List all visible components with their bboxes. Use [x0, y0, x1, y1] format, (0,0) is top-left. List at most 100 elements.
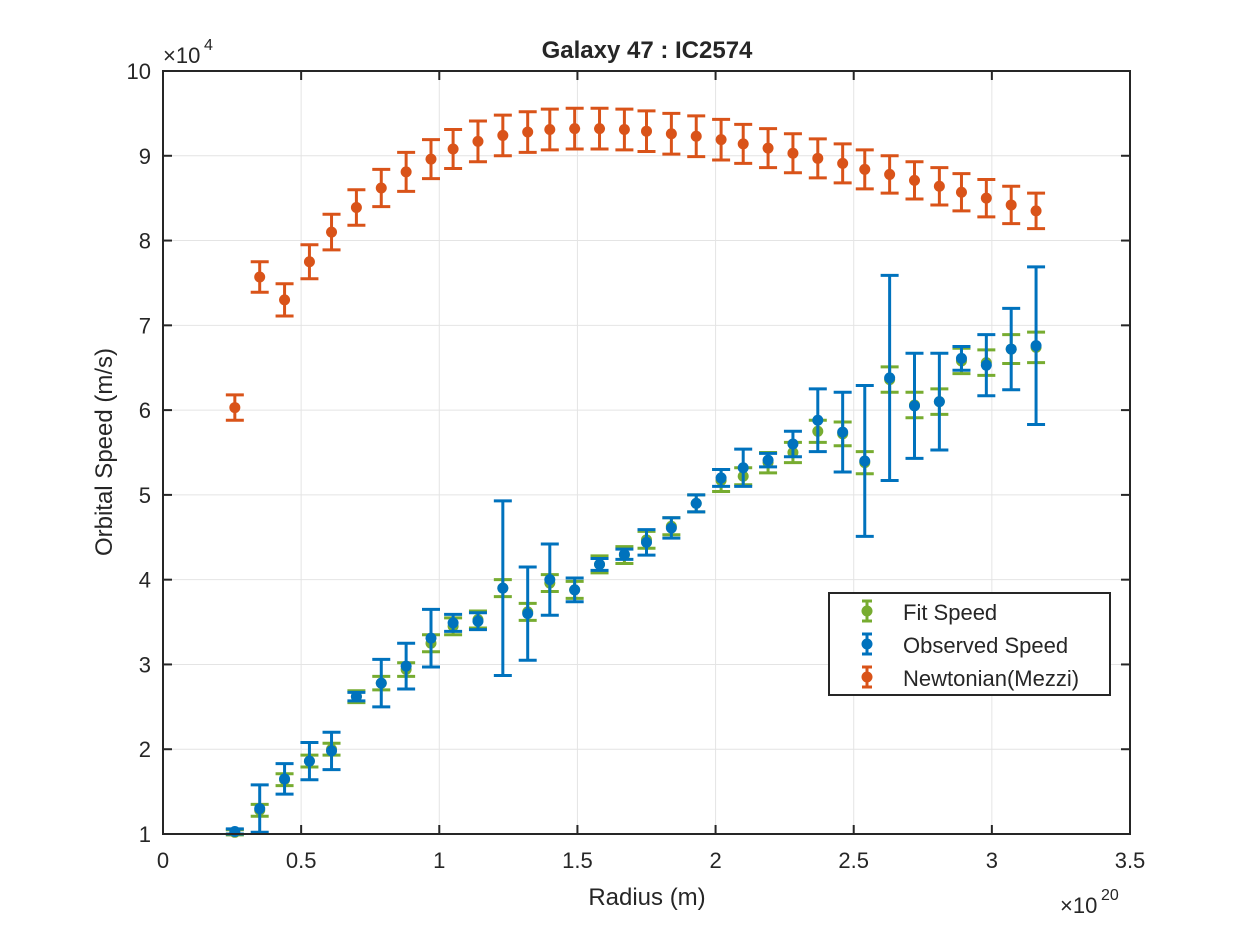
y-tick-label: 2 [139, 737, 151, 762]
data-point [715, 134, 727, 146]
data-point [254, 271, 266, 283]
data-point [326, 226, 338, 238]
series-newtonian [225, 106, 1046, 422]
data-point [737, 138, 749, 150]
data-point [884, 168, 896, 180]
legend-marker-observed-speed [861, 632, 873, 656]
y-axis-label: Orbital Speed (m/s) [91, 348, 118, 556]
data-point [229, 402, 241, 414]
plot-area [163, 71, 1130, 834]
x-tick-label: 0 [157, 848, 169, 873]
x-tick-label: 3 [986, 848, 998, 873]
y-exponent: 4 [204, 37, 213, 54]
data-point [908, 174, 920, 186]
data-point [665, 128, 677, 140]
y-tick-label: 7 [139, 313, 151, 338]
legend: Fit Speed Observed Speed Newtonian(Mezzi… [828, 592, 1111, 696]
data-point [375, 182, 387, 194]
data-point [472, 615, 484, 627]
x-multiplier: ×10 [1060, 893, 1097, 918]
data-point [279, 773, 291, 785]
data-point [641, 125, 652, 137]
data-point [569, 123, 581, 135]
data-point [522, 126, 534, 138]
data-point [350, 691, 362, 703]
data-point [737, 462, 749, 474]
data-point [618, 548, 630, 560]
x-tick-label: 3.5 [1115, 848, 1146, 873]
data-point [447, 617, 459, 629]
data-point [955, 352, 967, 364]
x-tick-label: 1.5 [562, 848, 593, 873]
data-point [254, 803, 266, 815]
data-point [522, 608, 534, 620]
x-tick-label: 2.5 [838, 848, 869, 873]
data-point [618, 123, 630, 135]
data-point [303, 755, 315, 767]
y-tick-label: 1 [139, 822, 151, 847]
data-point [665, 522, 677, 534]
data-point [326, 745, 338, 757]
data-point [1005, 343, 1017, 355]
x-tick-label: 2 [709, 848, 721, 873]
y-exponent-label: ×10 4 [163, 37, 213, 68]
data-point [859, 455, 871, 467]
legend-markers [861, 599, 873, 689]
data-point [787, 147, 799, 159]
data-point [400, 166, 412, 178]
data-point [1005, 199, 1017, 211]
data-point [350, 201, 362, 213]
data-point [497, 582, 509, 594]
data-point [762, 454, 774, 466]
data-point [955, 186, 967, 198]
data-point [641, 536, 652, 548]
data-point [544, 574, 556, 586]
x-exponent-label: ×10 20 [1060, 887, 1119, 918]
plot-frame [162, 70, 1131, 835]
data-point [837, 426, 849, 438]
data-point [837, 157, 849, 169]
legend-entry-observed-speed: Observed Speed [903, 633, 1068, 658]
y-tick-label: 8 [139, 229, 151, 254]
data-point [594, 123, 606, 135]
data-point [884, 372, 896, 384]
data-point [980, 192, 992, 204]
y-tick-label: 9 [139, 144, 151, 169]
x-tick-label: 1 [433, 848, 445, 873]
data-marks [225, 106, 1046, 838]
data-point [762, 142, 774, 154]
legend-entry-fit-speed: Fit Speed [903, 600, 997, 625]
data-point [980, 359, 992, 371]
y-tick-label: 6 [139, 398, 151, 423]
legend-marker-fit-speed [861, 599, 873, 623]
data-point [447, 143, 459, 155]
data-point [812, 414, 824, 426]
data-point [400, 660, 412, 672]
data-point [229, 825, 241, 837]
data-point [594, 558, 606, 570]
data-point [859, 163, 871, 175]
legend-point [861, 605, 873, 617]
data-point [569, 584, 581, 596]
data-point [690, 130, 702, 142]
data-point [425, 153, 437, 165]
data-point [472, 135, 484, 147]
y-tick-label: 10 [127, 59, 151, 84]
data-point [715, 472, 727, 484]
data-point [933, 180, 945, 192]
x-axis-label: Radius (m) [588, 884, 705, 911]
data-point [933, 396, 945, 408]
y-tick-label: 5 [139, 483, 151, 508]
data-point [690, 497, 702, 509]
chart-title: Galaxy 47 : IC2574 [542, 37, 753, 64]
legend-point [861, 638, 873, 650]
data-point [908, 400, 920, 412]
data-point [787, 438, 799, 450]
legend-box [828, 592, 1111, 696]
y-tick-label: 3 [139, 652, 151, 677]
x-tick-label: 0.5 [286, 848, 317, 873]
legend-point [861, 671, 873, 683]
legend-marker-newtonian [861, 665, 873, 689]
y-multiplier: ×10 [163, 43, 200, 68]
